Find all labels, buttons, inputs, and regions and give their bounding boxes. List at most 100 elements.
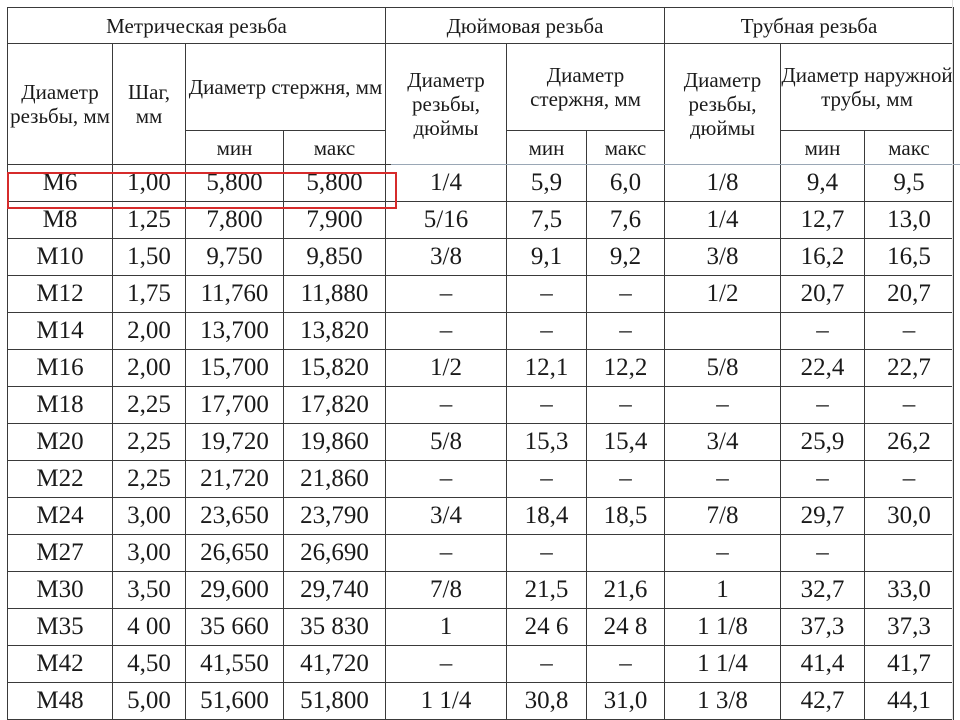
table-cell: – xyxy=(863,460,955,498)
table-cell xyxy=(664,312,781,350)
table-cell: 9,850 xyxy=(283,238,386,276)
table-cell: – xyxy=(863,312,955,350)
table-cell: 16,2 xyxy=(780,238,865,276)
table-cell: 5/16 xyxy=(385,201,507,239)
table-cell: 7,6 xyxy=(586,201,665,239)
table-cell: 25,9 xyxy=(780,423,865,461)
metric-max-header: макс xyxy=(283,130,386,165)
table-cell: 9,2 xyxy=(586,238,665,276)
table-cell: – xyxy=(506,534,587,572)
table-cell: 7,900 xyxy=(283,201,386,239)
table-cell: 30,0 xyxy=(863,497,955,535)
table-cell: 24 8 xyxy=(586,608,665,646)
table-cell: 51,600 xyxy=(185,682,284,720)
table-cell: 3/4 xyxy=(664,423,781,461)
table-cell: 1,50 xyxy=(112,238,186,276)
table-cell: – xyxy=(780,534,865,572)
table-cell: 1 1/4 xyxy=(664,645,781,683)
table-cell: 32,7 xyxy=(780,571,865,609)
table-cell: – xyxy=(664,534,781,572)
table-cell: 1 xyxy=(385,608,507,646)
pipe-outer-diameter-header: Диаметр наружной трубы, мм xyxy=(779,43,955,131)
table-cell: М35 xyxy=(7,608,113,646)
table-cell: – xyxy=(385,275,507,313)
table-cell: 9,1 xyxy=(506,238,587,276)
table-cell: 1/2 xyxy=(664,275,781,313)
table-cell: 31,0 xyxy=(586,682,665,720)
table-cell: 12,7 xyxy=(780,201,865,239)
table-cell: 18,4 xyxy=(506,497,587,535)
table-cell: – xyxy=(586,386,665,424)
table-cell: 15,3 xyxy=(506,423,587,461)
table-cell: 9,750 xyxy=(185,238,284,276)
table-row: М48 5,00 51,600 51,800 1 1/4 30,8 31,0 1 3/8 42,… xyxy=(7,682,955,720)
table-cell: 1 3/8 xyxy=(664,682,781,720)
table-cell xyxy=(863,534,955,572)
table-row: М24 3,00 23,650 23,790 3/4 18,4 18,5 7/8 29,7 30,… xyxy=(7,497,955,535)
table-row: М22 2,25 21,720 21,860– – – – – – xyxy=(7,460,955,498)
thread-diameter-mm-header: Диаметр резьбы, мм xyxy=(7,43,113,165)
table-cell: – xyxy=(780,386,865,424)
table-cell: – xyxy=(586,275,665,313)
table-cell: 22,4 xyxy=(780,349,865,387)
table-cell: 29,7 xyxy=(780,497,865,535)
table-cell: 20,7 xyxy=(780,275,865,313)
table-cell: 35 830 xyxy=(283,608,386,646)
table-cell: 30,8 xyxy=(506,682,587,720)
table-cell: 26,690 xyxy=(283,534,386,572)
table-cell: 29,600 xyxy=(185,571,284,609)
table-row: М12 1,75 11,760 11,880– – –1/2 20,7 20,7 xyxy=(7,275,955,313)
table-cell: 3,00 xyxy=(112,534,186,572)
table-cell: – xyxy=(586,645,665,683)
table-cell: 15,700 xyxy=(185,349,284,387)
table-cell: 19,860 xyxy=(283,423,386,461)
table-cell: М6 xyxy=(7,164,113,202)
table-cell: 33,0 xyxy=(863,571,955,609)
table-cell: 5,00 xyxy=(112,682,186,720)
table-cell: – xyxy=(586,312,665,350)
table-cell: 1,75 xyxy=(112,275,186,313)
inch-group-header: Дюймовая резьба xyxy=(385,7,665,44)
table-cell: 5,800 xyxy=(185,164,284,202)
table-cell: М14 xyxy=(7,312,113,350)
table-cell: 23,650 xyxy=(185,497,284,535)
table-cell: 1 xyxy=(664,571,781,609)
table-cell: 3/8 xyxy=(664,238,781,276)
table-cell: 26,2 xyxy=(863,423,955,461)
table-row: М27 3,00 26,650 26,690– – – – xyxy=(7,534,955,572)
table-cell: 51,800 xyxy=(283,682,386,720)
pipe-group-header: Трубная резьба xyxy=(663,7,955,44)
table-body: М6 1,00 5,800 5,800 1/4 5,9 6,0 1/8 9,4 9,5 М8 1,25… xyxy=(7,164,955,720)
table-cell: 1/2 xyxy=(385,349,507,387)
table-cell: 1/4 xyxy=(664,201,781,239)
inch-rod-diameter-header: Диаметр стержня, мм xyxy=(506,43,665,131)
table-cell: 5,9 xyxy=(506,164,587,202)
table-cell: 1,25 xyxy=(112,201,186,239)
table-cell: – xyxy=(586,460,665,498)
rod-diameter-header: Диаметр стержня, мм xyxy=(185,43,386,131)
table-cell: 5/8 xyxy=(664,349,781,387)
table-cell: М24 xyxy=(7,497,113,535)
table-cell: 2,00 xyxy=(112,349,186,387)
table-cell: 18,5 xyxy=(586,497,665,535)
table-cell: 11,880 xyxy=(283,275,386,313)
table-cell: 2,25 xyxy=(112,423,186,461)
table-row: М16 2,00 15,700 15,820 1/2 12,1 12,2 5/8 22,4 22,… xyxy=(7,349,955,387)
table-cell: М20 xyxy=(7,423,113,461)
table-cell: 15,4 xyxy=(586,423,665,461)
table-cell: М22 xyxy=(7,460,113,498)
table-cell: 7,800 xyxy=(185,201,284,239)
table-cell: 2,00 xyxy=(112,312,186,350)
table-cell: 41,720 xyxy=(283,645,386,683)
pipe-thread-diameter-header: Диаметр резьбы, дюймы xyxy=(664,43,781,165)
table-cell: 21,860 xyxy=(283,460,386,498)
table-cell: – xyxy=(506,312,587,350)
table-cell: – xyxy=(385,386,507,424)
thread-size-table: Метрическая резьба Дюймовая резьба Трубн… xyxy=(7,7,955,720)
table-cell: 41,4 xyxy=(780,645,865,683)
table-row: М14 2,00 13,700 13,820– – – – – xyxy=(7,312,955,350)
table-row: М42 4,50 41,550 41,720– – –1 1/4 41,4 41,7 xyxy=(7,645,955,683)
table-cell: 3,50 xyxy=(112,571,186,609)
table-cell: 37,3 xyxy=(780,608,865,646)
